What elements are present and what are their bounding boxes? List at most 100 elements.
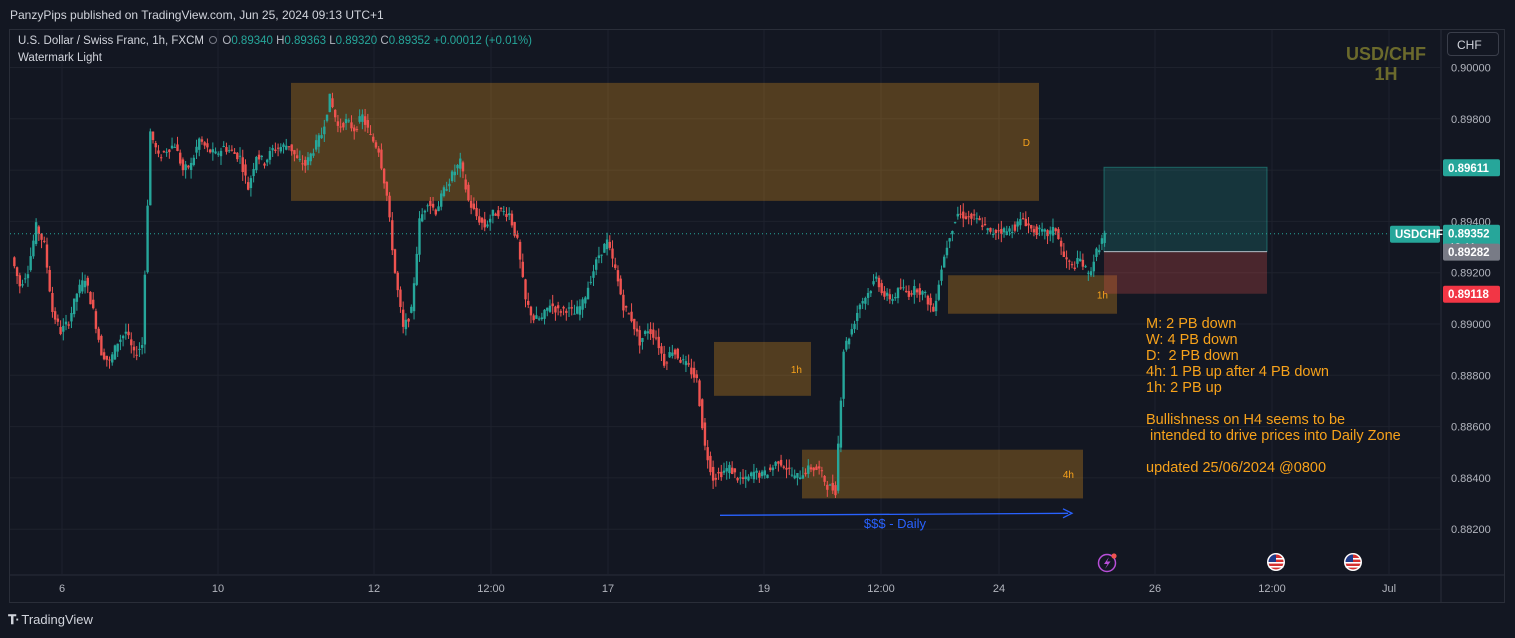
- candle-body: [37, 226, 41, 235]
- candle-body: [605, 239, 609, 250]
- lightning-event-icon[interactable]: [1097, 553, 1117, 573]
- candle-body: [956, 213, 960, 217]
- candle-body: [771, 467, 775, 471]
- candle-body: [170, 145, 174, 149]
- candle-body: [113, 345, 117, 360]
- candle-body: [624, 306, 628, 308]
- candle-body: [24, 278, 27, 280]
- candle-body: [1092, 261, 1095, 272]
- us-flag-event-icon[interactable]: [1267, 553, 1285, 571]
- footer-brand[interactable]: 𝐓∙ TradingView: [8, 612, 93, 628]
- candle-body: [434, 209, 437, 215]
- us-flag-event-icon-2[interactable]: [1344, 553, 1362, 571]
- candle-body: [1065, 257, 1068, 260]
- candle-body: [331, 98, 334, 108]
- candle-body: [758, 472, 761, 478]
- candle-body: [883, 291, 886, 297]
- candle-body: [271, 148, 274, 151]
- candle-body: [540, 317, 544, 320]
- candle-body: [725, 468, 728, 472]
- zone-label: D: [1023, 138, 1030, 149]
- candle-body: [684, 361, 688, 366]
- candle-body: [404, 319, 408, 330]
- candle-body: [616, 270, 620, 282]
- candle-body: [15, 267, 19, 277]
- candle-body: [1095, 248, 1098, 257]
- last-price-text: 0.89352: [1448, 229, 1490, 241]
- candle-body: [225, 147, 228, 152]
- candle-body: [918, 288, 921, 295]
- candle-body: [1100, 238, 1104, 244]
- currency-button[interactable]: CHF: [1447, 32, 1499, 56]
- x-tick-label: 6: [59, 583, 65, 595]
- candle-body: [975, 218, 979, 220]
- candle-body: [448, 183, 451, 187]
- candle-body: [377, 148, 380, 153]
- candle-body: [529, 306, 533, 316]
- publish-header: PanzyPips published on TradingView.com, …: [0, 0, 1515, 30]
- candle-body: [556, 305, 560, 309]
- candle-body: [777, 461, 780, 464]
- watermark-symbol: USD/CHF: [1346, 44, 1426, 64]
- candle-body: [238, 155, 242, 157]
- candle-body: [856, 312, 859, 322]
- candle-body: [692, 367, 696, 378]
- candle-body: [83, 280, 87, 288]
- candle-body: [888, 294, 892, 300]
- candle-body: [64, 321, 68, 325]
- candle-body: [456, 164, 459, 169]
- x-tick-label: 17: [602, 583, 614, 595]
- x-tick-label: 12:00: [867, 583, 895, 595]
- candle-body: [97, 328, 100, 340]
- candle-body: [399, 289, 402, 307]
- candle-body: [56, 318, 60, 322]
- candle-body: [970, 213, 973, 219]
- candle-body: [752, 471, 756, 480]
- symbol-watermark: USD/CHF 1H: [1336, 44, 1436, 84]
- candle-body: [714, 477, 718, 480]
- candle-body: [339, 126, 342, 128]
- candle-body: [812, 467, 815, 471]
- indicator-legend[interactable]: Watermark Light: [18, 52, 102, 64]
- symbol-legend[interactable]: U.S. Dollar / Swiss Franc, 1h, FXCM O0.8…: [18, 35, 532, 47]
- candle-body: [208, 149, 212, 153]
- candle-body: [983, 223, 987, 225]
- candle-body: [140, 345, 144, 348]
- zone-box: [291, 82, 1039, 201]
- candle-body: [690, 367, 693, 375]
- candle-body: [673, 349, 677, 355]
- candle-body: [246, 182, 250, 190]
- entry-price-label-text: 0.89282: [1448, 247, 1490, 259]
- y-tick-label: 0.90000: [1451, 63, 1491, 75]
- candle-body: [464, 179, 467, 190]
- long-position-tool[interactable]: [1103, 166, 1268, 294]
- candle-body: [769, 467, 772, 471]
- candle-body: [415, 253, 418, 285]
- candle-body: [361, 114, 364, 122]
- candle-body: [396, 272, 399, 291]
- candle-body: [948, 238, 951, 242]
- candle-body: [994, 229, 998, 234]
- candle-body: [847, 338, 851, 345]
- candle-body: [864, 298, 867, 304]
- chart-frame[interactable]: [9, 29, 1505, 603]
- candle-body: [1046, 230, 1049, 237]
- time-axis[interactable]: 6 10 12 12:00 17 19 12:00 24 26 12:00 Jul: [59, 583, 1396, 595]
- candle-body: [45, 244, 49, 268]
- candle-body: [62, 325, 65, 332]
- candle-body: [418, 218, 421, 255]
- candle-body: [638, 330, 641, 346]
- candle-body: [793, 475, 796, 479]
- candle-body: [619, 278, 622, 295]
- candle-body: [157, 150, 160, 154]
- candle-body: [671, 352, 674, 356]
- candle-body: [295, 155, 299, 159]
- candle-body: [168, 149, 171, 153]
- candle-body: [554, 306, 557, 313]
- candle-body: [203, 142, 206, 146]
- candle-body: [257, 154, 261, 160]
- candle-body: [372, 136, 375, 142]
- target-zone: [1103, 166, 1268, 253]
- candle-body: [766, 474, 769, 479]
